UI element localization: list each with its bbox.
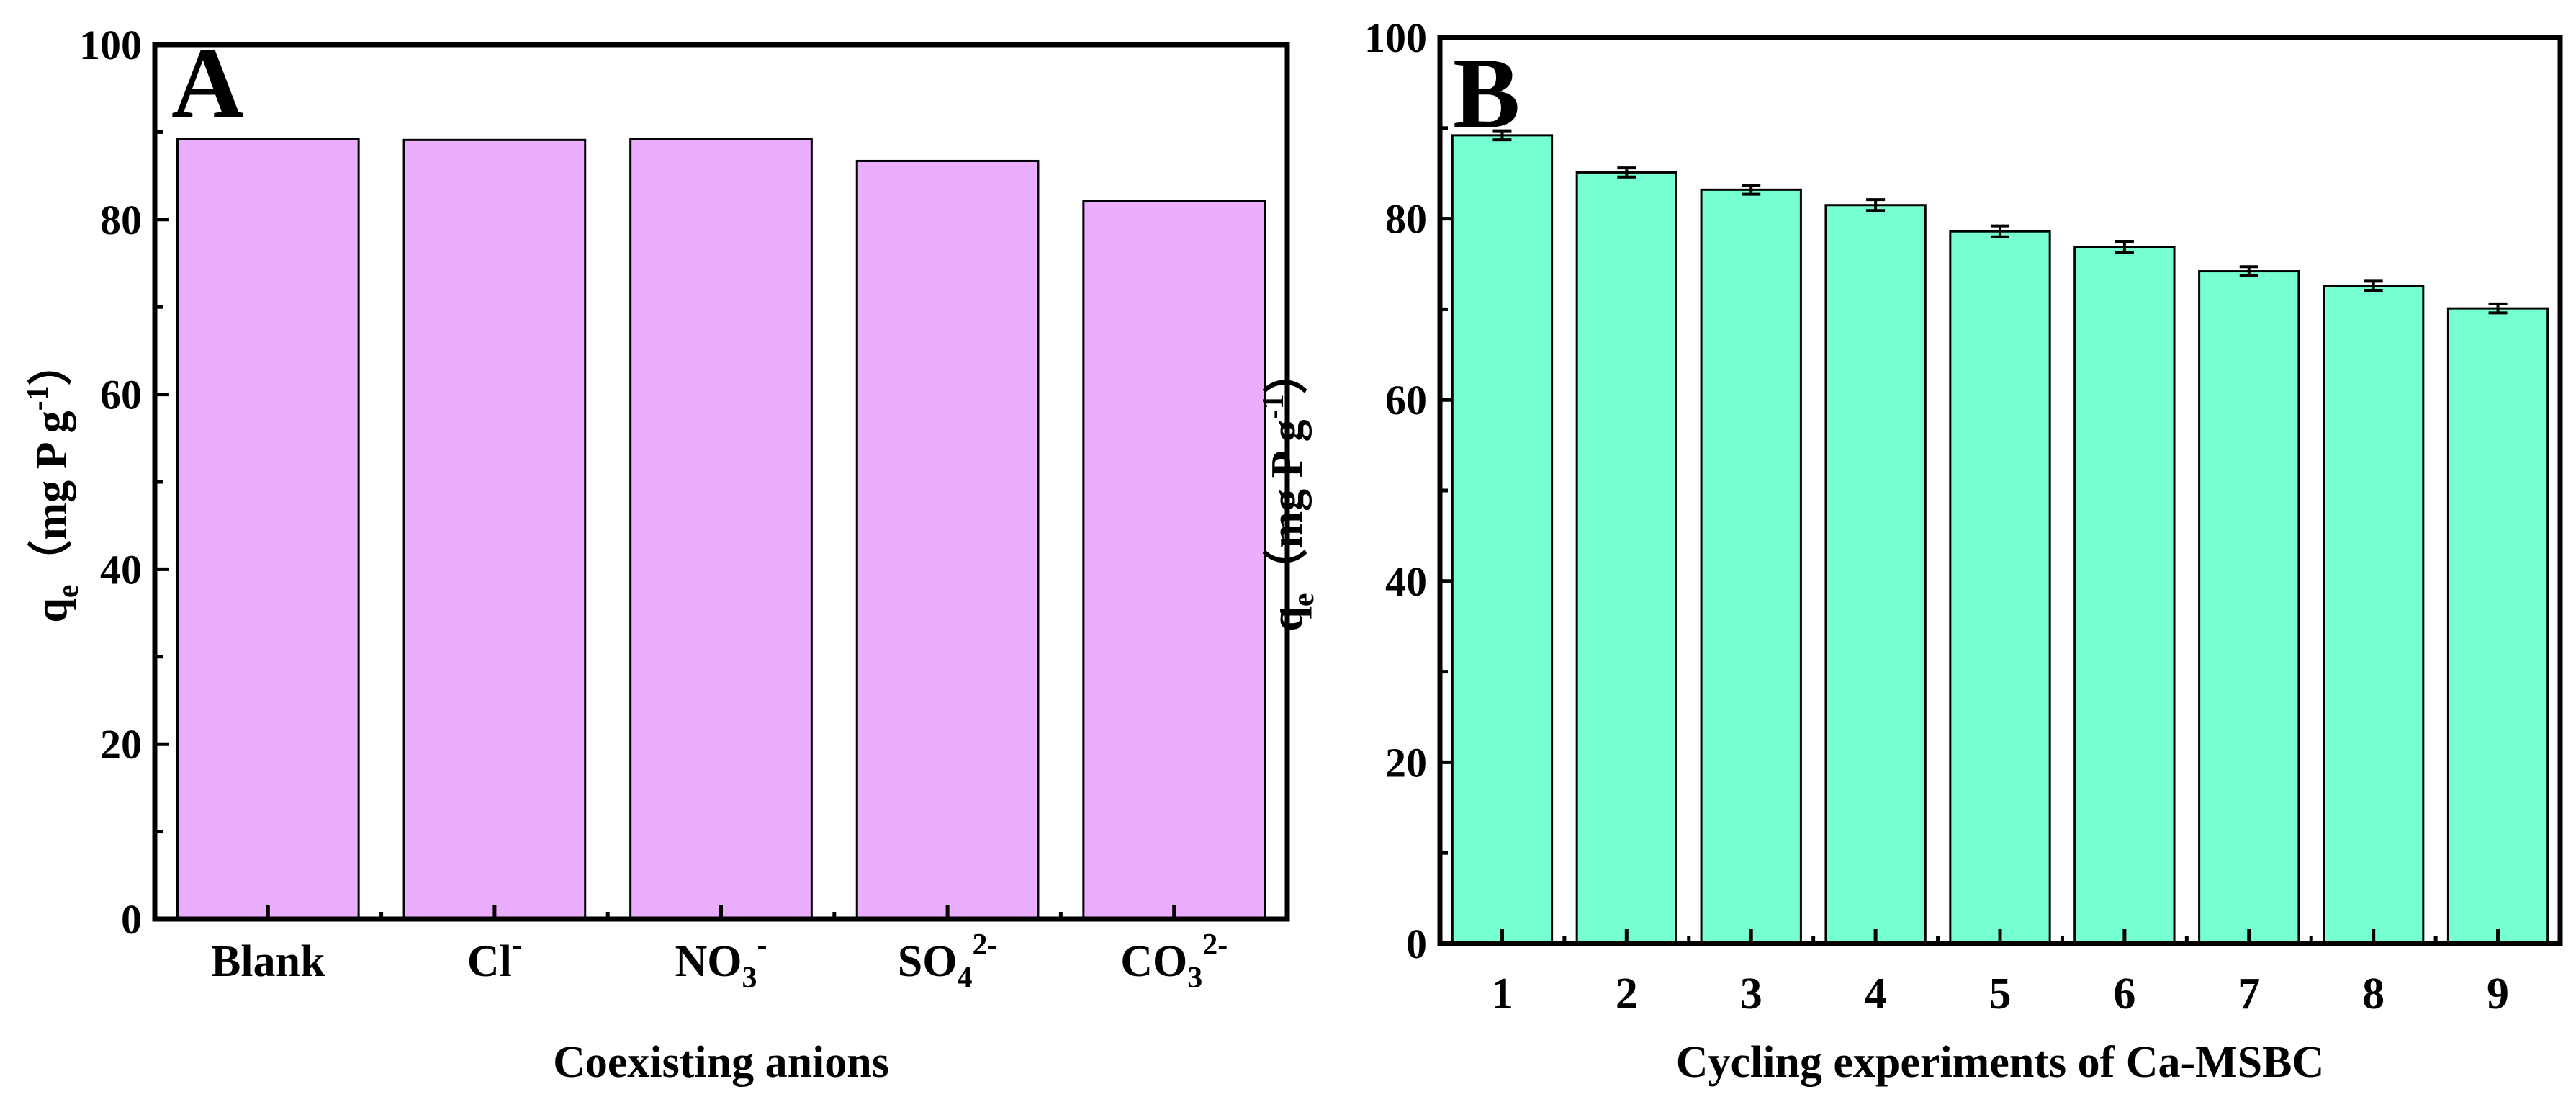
y-tick-label: 0	[1406, 920, 1427, 967]
x-tick-label: 9	[2487, 969, 2509, 1018]
x-tick-label: Cl-	[467, 928, 522, 986]
bar-a-2	[402, 138, 587, 920]
x-tick-label: 6	[2113, 969, 2135, 1018]
x-tick-label: 5	[1989, 969, 2012, 1018]
x-tick-label: Blank	[211, 937, 325, 986]
bar-b-7	[2198, 270, 2300, 945]
x-axis-title: Coexisting anions	[553, 1038, 889, 1087]
bar-b-1	[1451, 134, 1554, 945]
bar-b-6	[2073, 246, 2176, 945]
y-tick-label: 60	[100, 372, 142, 418]
x-tick-label: 3	[1740, 969, 1762, 1018]
y-tick-label: 40	[1385, 558, 1427, 605]
x-tick-label: NO3-	[675, 928, 767, 995]
plot-frame	[1437, 35, 2563, 946]
bar-a-5	[1082, 200, 1266, 920]
bar-a-3	[629, 138, 813, 920]
x-tick-label: 2	[1616, 969, 1638, 1018]
chart-panel-b: 0 20 40 60 80 100 1 2 3 4 5 6 7 8 9 B Cycling experiment…	[1257, 14, 2563, 1087]
y-tick-label: 80	[100, 197, 142, 243]
x-tick-label: 1	[1491, 969, 1513, 1018]
panel-letter: B	[1453, 37, 1520, 149]
bar-b-8	[2323, 285, 2425, 945]
plot-frame	[152, 42, 1290, 922]
bar-b-5	[1949, 230, 2051, 945]
bar-a-1	[176, 138, 360, 920]
y-axis-title: qe（mg P g-1）	[22, 341, 85, 622]
x-tick-label: SO42-	[898, 928, 998, 995]
y-axis-title: qe（mg P g-1）	[1257, 349, 1320, 631]
y-tick-label: 40	[100, 546, 142, 593]
x-tick-label: 4	[1865, 969, 1887, 1018]
bar-a-4	[855, 159, 1040, 920]
y-tick-label: 80	[1385, 196, 1427, 243]
y-tick-label: 20	[100, 721, 142, 768]
x-tick-label: 8	[2362, 969, 2384, 1018]
chart-panel-a: 0 20 40 60 80 100 Blank Cl- NO3- SO42- CO32- A Coexi…	[22, 22, 1290, 1087]
bar-b-9	[2446, 307, 2549, 945]
x-tick-label: 7	[2238, 969, 2260, 1018]
x-tick-label: CO32-	[1120, 928, 1228, 995]
x-axis-title: Cycling experiments of Ca-MSBC	[1676, 1038, 2325, 1087]
y-tick-label: 20	[1385, 739, 1427, 786]
panel-letter: A	[171, 27, 244, 139]
y-tick-label: 100	[79, 22, 142, 68]
bar-b-3	[1700, 188, 1802, 945]
bar-b-4	[1824, 204, 1927, 945]
y-tick-label: 0	[121, 896, 142, 943]
y-tick-label: 100	[1364, 14, 1427, 61]
bar-b-2	[1575, 171, 1677, 945]
y-tick-label: 60	[1385, 377, 1427, 424]
